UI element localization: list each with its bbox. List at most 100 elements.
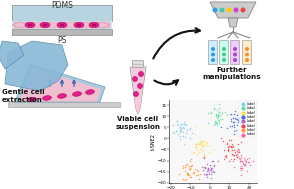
Point [198, 173, 202, 176]
Ellipse shape [86, 90, 94, 94]
Text: PDMS: PDMS [51, 1, 73, 10]
Point [191, 172, 196, 175]
Point [212, 171, 217, 174]
Point [219, 136, 223, 139]
Point [240, 161, 245, 164]
Point [234, 153, 238, 156]
Point [210, 166, 214, 169]
Polygon shape [228, 18, 238, 27]
Point [229, 118, 233, 121]
Point [216, 116, 220, 119]
Point [175, 123, 179, 126]
Point [232, 120, 236, 123]
Point [205, 172, 209, 175]
Point [191, 171, 196, 174]
Point [183, 164, 188, 167]
Point [199, 141, 204, 144]
Point [206, 167, 210, 170]
Point [187, 168, 191, 171]
Point [213, 122, 218, 125]
Point [211, 107, 216, 110]
Point [235, 118, 239, 121]
Point [230, 152, 234, 155]
FancyBboxPatch shape [133, 60, 143, 67]
Polygon shape [18, 68, 101, 101]
Point [184, 177, 188, 180]
Point [177, 173, 182, 176]
Point [206, 167, 210, 170]
Point [192, 151, 197, 154]
Point [173, 129, 178, 132]
Point [238, 156, 243, 159]
Point [184, 132, 189, 135]
Point [228, 144, 233, 147]
Point [188, 127, 192, 130]
Text: PS: PS [57, 36, 67, 45]
Point [195, 173, 200, 176]
Point [182, 120, 187, 123]
Point [230, 146, 234, 149]
Point [202, 165, 206, 168]
FancyBboxPatch shape [208, 40, 218, 64]
Ellipse shape [73, 92, 81, 96]
Point [201, 172, 206, 175]
Point [233, 128, 238, 131]
Point [228, 125, 232, 128]
Point [211, 164, 216, 167]
Point [183, 135, 187, 138]
Point [217, 110, 222, 113]
Point [223, 110, 227, 113]
Y-axis label: t-SNE2: t-SNE2 [151, 133, 156, 150]
Point [213, 120, 218, 123]
Point [234, 123, 239, 126]
Point [235, 143, 240, 146]
Point [207, 151, 212, 154]
Polygon shape [5, 41, 68, 91]
Point [223, 154, 228, 157]
Point [237, 149, 242, 152]
Point [231, 159, 235, 162]
Polygon shape [15, 64, 105, 102]
Point [241, 163, 246, 166]
FancyBboxPatch shape [12, 5, 112, 21]
Point [251, 159, 255, 162]
Ellipse shape [60, 24, 64, 26]
Point [200, 144, 205, 147]
Point [197, 142, 201, 145]
Point [182, 169, 187, 172]
Text: Gentle cell
extraction: Gentle cell extraction [2, 89, 45, 102]
Point [239, 160, 243, 163]
Point [207, 168, 212, 171]
Point [187, 165, 192, 168]
Point [226, 144, 231, 147]
Point [216, 113, 220, 116]
Point [188, 167, 192, 170]
Point [204, 172, 209, 175]
Point [227, 160, 232, 163]
Point [226, 148, 231, 151]
Point [175, 119, 180, 122]
Point [215, 124, 219, 127]
Point [236, 119, 240, 122]
Point [183, 124, 188, 127]
Point [233, 151, 237, 154]
Point [208, 112, 213, 115]
Point [183, 122, 188, 125]
Ellipse shape [245, 53, 249, 57]
Point [231, 144, 235, 147]
Point [179, 122, 184, 125]
Point [236, 148, 240, 151]
Point [213, 120, 218, 123]
Ellipse shape [138, 84, 143, 88]
Point [239, 168, 244, 171]
Point [183, 165, 188, 168]
Point [244, 160, 248, 163]
Point [187, 173, 192, 176]
Point [192, 171, 196, 174]
Point [237, 151, 241, 154]
Point [240, 160, 245, 163]
Point [212, 163, 217, 166]
Point [193, 174, 198, 177]
Ellipse shape [89, 22, 99, 28]
Point [200, 166, 204, 169]
